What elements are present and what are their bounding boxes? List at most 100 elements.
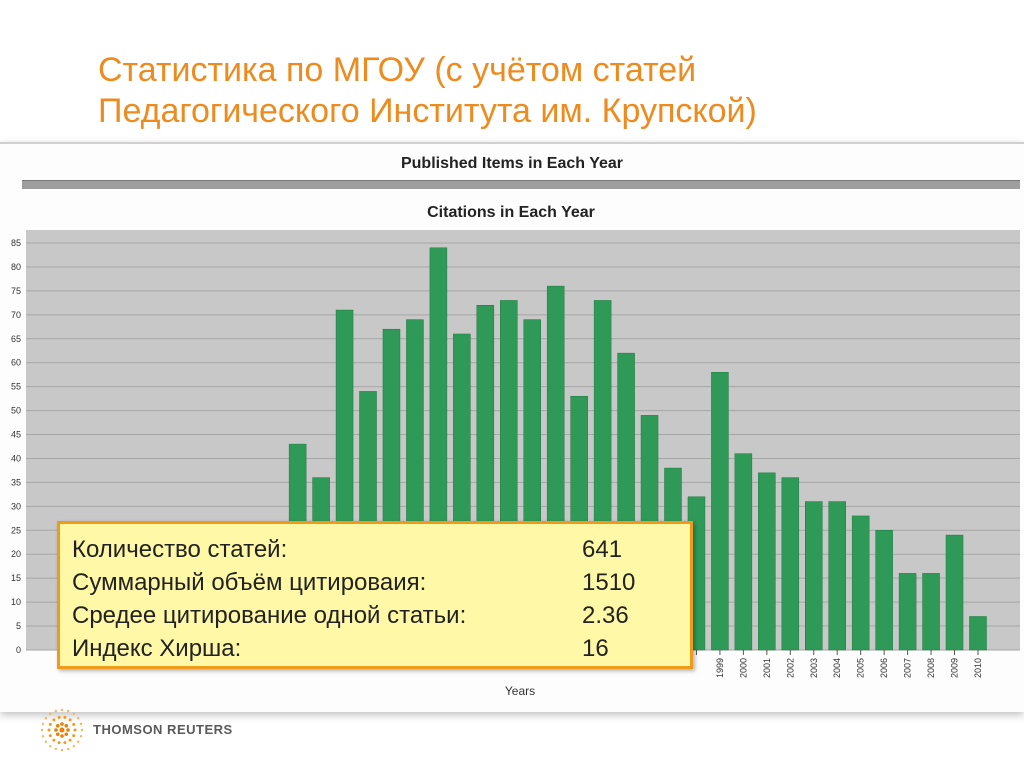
logo-dot — [72, 734, 76, 738]
logo-dot — [79, 734, 83, 738]
logo-dot — [54, 747, 58, 751]
logo-dot — [54, 709, 58, 713]
logo-dot — [60, 748, 64, 752]
logo-dot — [73, 728, 77, 732]
logo-dot — [44, 740, 48, 743]
stat-value: 641 — [582, 536, 623, 563]
stat-label: Суммарный объём цитироваия: — [72, 569, 427, 596]
logo-dot — [55, 723, 60, 728]
stat-label: Количество статей: — [72, 536, 288, 563]
logo-dot — [52, 718, 56, 722]
logo-dot — [66, 709, 70, 713]
stat-value: 1510 — [582, 569, 636, 596]
published-items-chart-title: Published Items in Each Year — [400, 155, 623, 172]
logo-dot — [63, 741, 67, 745]
y-tick-label: 10 — [11, 597, 21, 607]
logo-dot — [49, 712, 52, 716]
logo-dot — [52, 738, 56, 742]
logo-dot — [44, 717, 48, 720]
logo-dot — [68, 718, 72, 722]
logo-dot — [41, 734, 45, 738]
y-tick-label: 5 — [16, 621, 21, 631]
y-tick-label: 0 — [16, 645, 21, 655]
bar — [781, 477, 800, 651]
stats-box: Количество статей: 641 Суммарный объём ц… — [57, 521, 693, 669]
x-tick-label: 2000 — [738, 658, 748, 678]
x-tick-label: 2010 — [973, 658, 983, 678]
y-tick-label: 55 — [11, 382, 21, 392]
logo-dot — [54, 728, 58, 732]
stat-value: 16 — [582, 635, 609, 662]
logo-dot — [68, 738, 72, 742]
y-tick-label: 20 — [11, 549, 21, 559]
y-tick-label: 50 — [11, 406, 21, 416]
y-tick-label: 80 — [11, 262, 21, 272]
y-tick-label: 40 — [11, 453, 21, 463]
bar — [758, 472, 776, 651]
x-tick-label: 2006 — [879, 658, 889, 678]
logo-dot — [59, 727, 65, 733]
y-tick-label: 70 — [11, 310, 21, 320]
y-tick-label: 45 — [11, 430, 21, 440]
logo-dot — [66, 747, 70, 751]
logo-dot — [60, 734, 64, 738]
logo-dot — [72, 722, 76, 726]
y-tick-label: 25 — [11, 525, 21, 535]
thomson-reuters-logo-icon — [40, 708, 84, 752]
x-tick-label: 2007 — [903, 658, 913, 678]
bar — [922, 573, 940, 651]
logo-dot — [47, 728, 51, 732]
logo-dot — [55, 732, 60, 737]
slide-title-line-1: Статистика по МГОУ (с учётом статей — [98, 51, 697, 89]
logo-dot — [64, 723, 69, 728]
logo-dot — [79, 722, 83, 726]
logo-dot — [64, 732, 69, 737]
y-axis-ticks: 0 5 10 15 20 25 30 35 40 45 50 55 60 65 70 75 80 85 — [11, 238, 21, 655]
chart-title: Citations in Each Year — [427, 204, 595, 221]
x-axis-label: Years — [505, 684, 535, 698]
logo-dot — [60, 708, 64, 712]
x-tick-label: 2001 — [762, 658, 772, 678]
stat-label: Индекс Хирша: — [72, 635, 242, 662]
x-tick-label: 2003 — [809, 658, 819, 678]
bar — [898, 573, 917, 651]
bar — [711, 372, 729, 651]
logo-dot — [41, 722, 45, 726]
bar — [805, 501, 823, 651]
bar — [828, 501, 846, 651]
y-tick-label: 35 — [11, 477, 21, 487]
bar — [969, 616, 987, 651]
logo-dot — [72, 712, 75, 716]
logo-dot — [63, 715, 67, 719]
logo-dot — [66, 728, 70, 732]
x-tick-label: 2005 — [856, 658, 866, 678]
logo-dot — [48, 722, 52, 726]
y-tick-label: 85 — [11, 238, 21, 248]
y-tick-label: 65 — [11, 334, 21, 344]
x-tick-label: 2002 — [785, 658, 795, 678]
slide-title-line-2: Педагогического Института им. Крупской) — [98, 92, 757, 130]
logo-dot — [76, 717, 80, 720]
logo-dot — [72, 744, 75, 748]
x-tick-label: 2008 — [926, 658, 936, 678]
brand-text: THOMSON REUTERS — [93, 722, 233, 737]
published-items-chart-strip — [22, 180, 1020, 189]
y-tick-label: 15 — [11, 573, 21, 583]
stat-label: Средее цитирование одной статьи: — [72, 602, 467, 629]
y-tick-label: 30 — [11, 501, 21, 511]
bar — [875, 530, 893, 651]
logo-dot — [49, 744, 52, 748]
bar — [851, 515, 870, 651]
logo-dot — [76, 740, 80, 743]
bar — [945, 534, 964, 651]
logo-dot — [60, 722, 64, 726]
stat-value: 2.36 — [582, 602, 629, 629]
logo-dot — [40, 728, 44, 732]
x-tick-label: 1999 — [715, 658, 725, 678]
x-tick-label: 2009 — [950, 658, 960, 678]
logo-dot — [80, 728, 84, 732]
bar — [734, 453, 753, 651]
logo-dot — [57, 741, 61, 745]
y-tick-label: 75 — [11, 286, 21, 296]
logo-dot — [48, 734, 52, 738]
